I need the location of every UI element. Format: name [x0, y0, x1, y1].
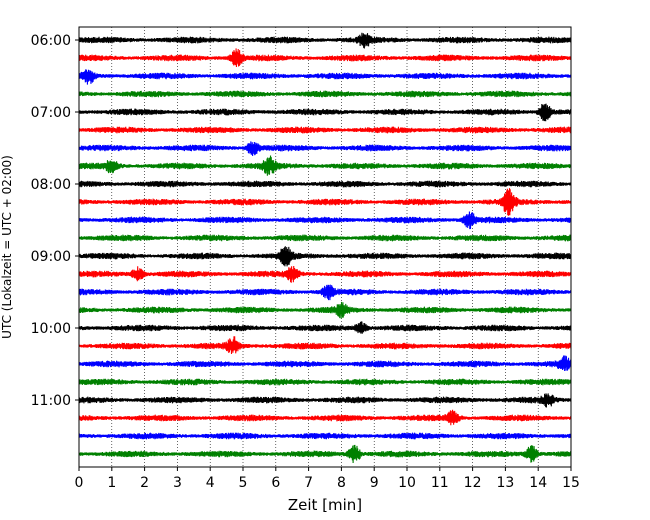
y-tick-label: 07:00 — [31, 105, 71, 121]
trace-0600 — [78, 32, 572, 49]
x-tick-label: 2 — [140, 475, 149, 491]
y-tick-label: 11:00 — [31, 393, 71, 409]
trace-0615 — [78, 48, 572, 68]
trace-0815 — [78, 188, 572, 216]
trace-0630 — [78, 69, 572, 85]
x-tick-label: 14 — [529, 475, 547, 491]
y-axis-title: UTC (Lokalzeit = UTC + 02:00) — [0, 155, 14, 339]
trace-1015 — [78, 336, 572, 354]
trace-1030 — [78, 355, 572, 371]
trace-0900 — [78, 246, 572, 267]
y-tick-label: 06:00 — [31, 33, 71, 49]
x-tick-label: 9 — [370, 475, 379, 491]
y-tick-label: 09:00 — [31, 249, 71, 265]
trace-0915 — [78, 265, 572, 283]
x-tick-label: 4 — [206, 475, 215, 491]
x-axis-title: Zeit [min] — [288, 496, 362, 514]
x-tick-label: 1 — [107, 475, 116, 491]
x-tick-label: 10 — [398, 475, 416, 491]
trace-0700 — [78, 103, 572, 122]
trace-1115 — [78, 409, 572, 426]
x-tick-label: 3 — [173, 475, 182, 491]
trace-0645 — [78, 90, 572, 98]
trace-1130 — [78, 432, 572, 440]
y-tick-label: 10:00 — [31, 321, 71, 337]
trace-0715 — [78, 126, 572, 134]
trace-1000 — [78, 321, 572, 334]
trace-1045 — [78, 378, 572, 386]
trace-0745 — [78, 155, 572, 176]
x-tick-label: 13 — [496, 475, 514, 491]
x-tick-label: 6 — [271, 475, 280, 491]
y-tick-label: 08:00 — [31, 177, 71, 193]
trace-group — [78, 32, 572, 463]
trace-0800 — [78, 180, 572, 188]
x-tick-label: 0 — [75, 475, 84, 491]
trace-0845 — [78, 234, 572, 242]
x-axis: 0 1 2 3 4 5 6 7 8 9 10 11 12 13 14 15 — [75, 467, 580, 491]
x-tick-label: 8 — [337, 475, 346, 491]
grid-lines — [111, 27, 539, 467]
x-tick-label: 5 — [239, 475, 248, 491]
trace-0945 — [78, 301, 572, 319]
trace-1145 — [78, 444, 572, 463]
x-tick-label: 15 — [562, 475, 580, 491]
plot-frame — [78, 26, 572, 468]
y-axis: 06:00 07:00 08:00 09:00 10:00 11:00 — [31, 33, 79, 409]
x-tick-label: 12 — [464, 475, 482, 491]
x-tick-label: 7 — [304, 475, 313, 491]
trace-0830 — [78, 211, 572, 230]
trace-0930 — [78, 284, 572, 301]
trace-1100 — [78, 393, 572, 408]
trace-0730 — [78, 141, 572, 157]
x-tick-label: 11 — [431, 475, 449, 491]
